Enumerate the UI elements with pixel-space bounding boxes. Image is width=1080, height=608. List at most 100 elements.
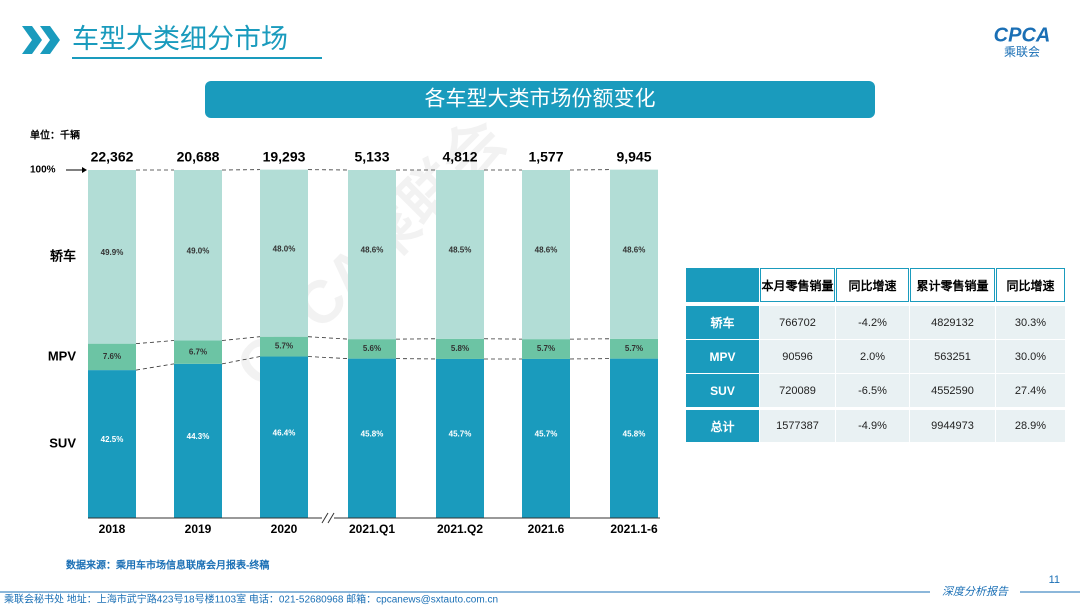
chart-title: 各车型大类市场份额变化: [425, 88, 656, 111]
banner: [205, 81, 875, 118]
table-cell: 28.9%: [996, 410, 1065, 442]
table-cell: 1577387: [760, 410, 835, 442]
table-cell: 720089: [760, 374, 835, 407]
connector: [221, 336, 261, 341]
table-cell: MPV: [686, 340, 759, 373]
table-cell: 累计零售销量: [910, 268, 995, 302]
bar-segment: [610, 338, 658, 359]
table-cell: 同比增速: [836, 268, 909, 302]
connector: [307, 356, 349, 360]
table-cell: 总计: [686, 410, 759, 442]
bar-segment: [88, 170, 136, 344]
series-label: 轿车: [50, 248, 76, 263]
bar-segment: [174, 340, 222, 364]
bar-segment: [436, 170, 484, 339]
table-cell: 563251: [910, 340, 995, 373]
bar-segment: [174, 363, 222, 518]
value-label: 45.7%: [535, 430, 558, 439]
bar-segment: [88, 343, 136, 371]
connector: [135, 340, 175, 345]
table-cell: 90596: [760, 340, 835, 373]
total-label: 9,945: [616, 149, 651, 165]
bar-segment: [174, 170, 222, 341]
connector: [135, 363, 175, 371]
table-cell: 9944973: [910, 410, 995, 442]
chevron: [22, 26, 42, 54]
unit: 单位：千辆: [30, 129, 80, 142]
value-label: 44.3%: [187, 432, 210, 441]
total-label: 22,362: [91, 149, 134, 165]
bar-segment: [436, 358, 484, 518]
logo-sub: 乘联会: [1004, 45, 1040, 59]
total-label: 20,688: [177, 149, 220, 165]
total-label: 19,293: [263, 149, 306, 165]
value-label: 48.6%: [361, 246, 384, 255]
bar-segment: [522, 358, 570, 518]
value-label: 5.7%: [625, 344, 643, 353]
source: 数据来源：乘用车市场信息联席会月报表-终稿: [66, 559, 269, 572]
bar-segment: [260, 336, 308, 357]
total-label: 5,133: [354, 149, 389, 165]
value-label: 5.7%: [537, 344, 555, 353]
x-tick-label: 2020: [271, 522, 298, 536]
value-label: 46.4%: [273, 428, 296, 437]
value-label: 48.5%: [449, 245, 472, 254]
value-label: 48.6%: [535, 246, 558, 255]
table-cell: 30.3%: [996, 306, 1065, 339]
bar-segment: [610, 169, 658, 339]
value-label: 45.7%: [449, 430, 472, 439]
value-label: 5.8%: [451, 344, 469, 353]
x-tick-label: 2021.Q2: [437, 522, 483, 536]
table-cell: -6.5%: [836, 374, 909, 407]
value-label: 48.6%: [623, 245, 646, 254]
bar-segment: [348, 170, 396, 340]
bar-segment: [522, 170, 570, 340]
value-label: 48.0%: [273, 244, 296, 253]
value-label: 5.6%: [363, 344, 381, 353]
table-cell: SUV: [686, 374, 759, 407]
total-label: 4,812: [442, 149, 477, 165]
logo: CPCA: [994, 24, 1051, 46]
y-tick-label: 100%: [30, 165, 56, 176]
footer-contact: 乘联会秘书处 地址：上海市武宁路423号18号楼1103室 电话：021-526…: [4, 593, 498, 606]
total-label: 1,577: [528, 149, 563, 165]
bar-segment: [260, 169, 308, 337]
value-label: 49.0%: [187, 246, 210, 255]
value-label: 49.9%: [101, 248, 124, 257]
page-number: 11: [1049, 574, 1060, 586]
x-tick-label: 2021.1-6: [610, 522, 658, 536]
table-cell: 轿车: [686, 306, 759, 339]
bar-segment: [88, 370, 136, 518]
table-cell: 本月零售销量: [760, 268, 835, 302]
series-label: SUV: [49, 435, 76, 450]
table-cell: 2.0%: [836, 340, 909, 373]
axis-break: [321, 512, 329, 524]
table-cell: 同比增速: [996, 268, 1065, 302]
bar-segment: [260, 356, 308, 518]
series-label: MPV: [48, 348, 77, 363]
value-label: 6.7%: [189, 347, 207, 356]
table-cell: 766702: [760, 306, 835, 339]
chevron: [40, 26, 60, 54]
value-label: 7.6%: [103, 352, 121, 361]
page-title: 车型大类细分市场: [72, 24, 288, 54]
table-cell: 4552590: [910, 374, 995, 407]
arrow-head: [82, 167, 87, 173]
x-tick-label: 2019: [185, 522, 212, 536]
table-cell: 27.4%: [996, 374, 1065, 407]
bar-segment: [522, 339, 570, 359]
axis-break: [327, 512, 335, 524]
footer-tag: 深度分析报告: [942, 585, 1009, 598]
table-cell: 30.0%: [996, 340, 1065, 373]
bar-segment: [348, 358, 396, 518]
bar-segment: [348, 339, 396, 359]
value-label: 45.8%: [361, 429, 384, 438]
value-label: 42.5%: [101, 435, 124, 444]
x-tick-label: 2018: [99, 522, 126, 536]
x-tick-label: 2021.Q1: [349, 522, 395, 536]
axis-break-bg: [322, 510, 334, 526]
table-cell: -4.2%: [836, 306, 909, 339]
value-label: 45.8%: [623, 429, 646, 438]
table-cell: 4829132: [910, 306, 995, 339]
